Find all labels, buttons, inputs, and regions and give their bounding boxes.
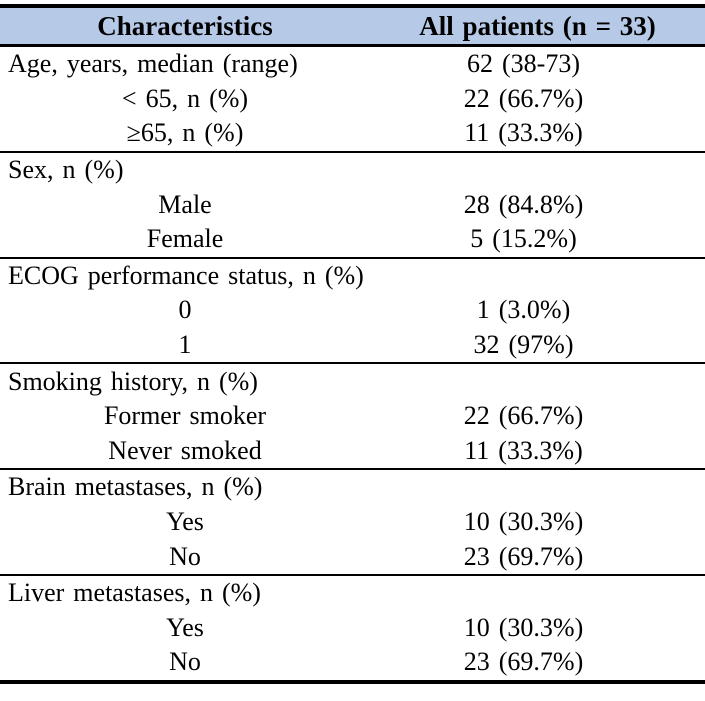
row-label: Age, years, median (range) bbox=[8, 49, 298, 79]
table-row: ≥65, n (%) 11 (33.3%) bbox=[0, 116, 705, 151]
row-label: Former smoker bbox=[103, 401, 267, 431]
table-row: Brain metastases, n (%) bbox=[0, 470, 705, 505]
row-value: 28 (84.8%) bbox=[463, 189, 584, 219]
row-label: Never smoked bbox=[108, 435, 262, 465]
table-row: Liver metastases, n (%) bbox=[0, 576, 705, 611]
row-label: Smoking history, n (%) bbox=[8, 366, 258, 396]
header-characteristics: Characteristics bbox=[97, 10, 273, 41]
table-row: Never smoked 11 (33.3%) bbox=[0, 434, 705, 469]
row-label: No bbox=[169, 647, 201, 677]
table-group-ecog: ECOG performance status, n (%) 0 1 (3.0%… bbox=[0, 259, 705, 365]
row-value: 62 (38-73) bbox=[467, 49, 580, 79]
row-value: 32 (97%) bbox=[473, 330, 574, 360]
table-row: Yes 10 (30.3%) bbox=[0, 505, 705, 540]
table-row: No 23 (69.7%) bbox=[0, 539, 705, 574]
table-group-smoking: Smoking history, n (%) Former smoker 22 … bbox=[0, 364, 705, 471]
row-label: Sex, n (%) bbox=[8, 155, 124, 185]
row-label: 0 bbox=[178, 295, 192, 325]
row-value: 22 (66.7%) bbox=[463, 401, 584, 431]
row-label: Liver metastases, n (%) bbox=[8, 578, 261, 608]
row-label: < 65, n (%) bbox=[121, 83, 249, 113]
row-label: Male bbox=[158, 189, 212, 219]
table-row: Age, years, median (range) 62 (38-73) bbox=[0, 47, 705, 82]
patient-characteristics-table: Characteristics All patients (n = 33) Ag… bbox=[0, 4, 705, 684]
row-label: Brain metastases, n (%) bbox=[8, 472, 263, 502]
row-label: Yes bbox=[166, 507, 204, 537]
table-row: Former smoker 22 (66.7%) bbox=[0, 399, 705, 434]
table-row: Sex, n (%) bbox=[0, 153, 705, 188]
row-label: ≥65, n (%) bbox=[126, 118, 244, 148]
table-group-sex: Sex, n (%) Male 28 (84.8%) Female 5 (15.… bbox=[0, 153, 705, 259]
row-label: Female bbox=[146, 224, 224, 254]
table-row: Yes 10 (30.3%) bbox=[0, 611, 705, 646]
table-row: ECOG performance status, n (%) bbox=[0, 259, 705, 294]
table-row: Female 5 (15.2%) bbox=[0, 222, 705, 257]
row-value: 11 (33.3%) bbox=[464, 435, 583, 465]
row-value: 23 (69.7%) bbox=[463, 541, 584, 571]
table-row: Smoking history, n (%) bbox=[0, 364, 705, 399]
row-label: 1 bbox=[178, 330, 192, 360]
row-label: Yes bbox=[166, 612, 204, 642]
row-value: 22 (66.7%) bbox=[463, 83, 584, 113]
row-value: 23 (69.7%) bbox=[463, 647, 584, 677]
row-value: 11 (33.3%) bbox=[464, 118, 583, 148]
table-header-row: Characteristics All patients (n = 33) bbox=[0, 8, 705, 47]
table-group-age: Age, years, median (range) 62 (38-73) < … bbox=[0, 47, 705, 153]
row-label: No bbox=[169, 541, 201, 571]
row-value: 1 (3.0%) bbox=[476, 295, 571, 325]
row-value: 5 (15.2%) bbox=[470, 224, 577, 254]
row-label: ECOG performance status, n (%) bbox=[8, 260, 364, 290]
table: Characteristics All patients (n = 33) Ag… bbox=[0, 4, 705, 684]
table-group-brain-metastases: Brain metastases, n (%) Yes 10 (30.3%) N… bbox=[0, 470, 705, 576]
row-value: 10 (30.3%) bbox=[463, 612, 584, 642]
table-row: Male 28 (84.8%) bbox=[0, 187, 705, 222]
table-row: 0 1 (3.0%) bbox=[0, 293, 705, 328]
table-row: 1 32 (97%) bbox=[0, 328, 705, 363]
table-group-liver-metastases: Liver metastases, n (%) Yes 10 (30.3%) N… bbox=[0, 576, 705, 680]
table-row: < 65, n (%) 22 (66.7%) bbox=[0, 82, 705, 117]
header-all-patients: All patients (n = 33) bbox=[419, 10, 656, 41]
row-value: 10 (30.3%) bbox=[463, 507, 584, 537]
table-row: No 23 (69.7%) bbox=[0, 645, 705, 680]
